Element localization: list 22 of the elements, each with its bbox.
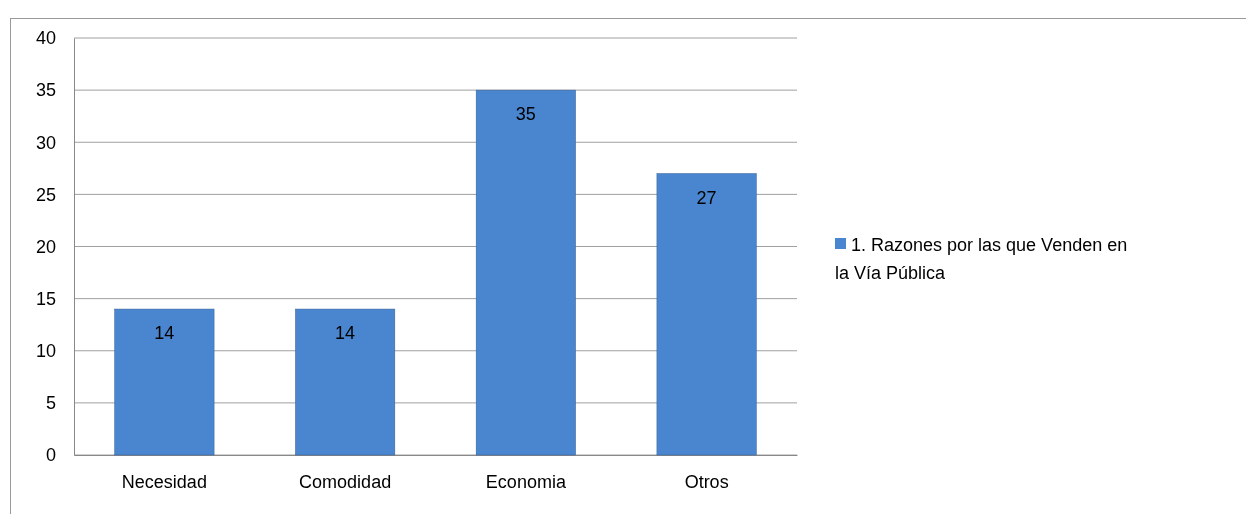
data-label: 35 (515, 104, 536, 125)
x-tick-label: Otros (684, 471, 729, 492)
y-tick-label: 0 (45, 445, 56, 466)
y-tick-label: 40 (35, 28, 56, 49)
y-tick-label: 30 (35, 132, 56, 153)
legend-label: 1. Razones por las que Venden en la Vía Pública (835, 234, 1128, 283)
y-tick-label: 10 (35, 341, 56, 362)
y-tick-label: 15 (35, 288, 56, 309)
data-label: 14 (335, 323, 356, 344)
data-label: 14 (154, 323, 175, 344)
y-tick-label: 35 (35, 80, 56, 101)
x-tick-label: Necesidad (121, 471, 207, 492)
bar (475, 89, 576, 456)
x-tick-label: Economia (485, 471, 567, 492)
bar (114, 308, 215, 456)
x-tick-label: Comodidad (299, 471, 392, 492)
y-tick-label: 5 (45, 393, 56, 414)
bar (295, 308, 396, 456)
y-tick-label: 20 (35, 236, 56, 257)
y-tick-label: 25 (35, 184, 56, 205)
bar (656, 173, 757, 456)
data-label: 27 (696, 187, 717, 208)
